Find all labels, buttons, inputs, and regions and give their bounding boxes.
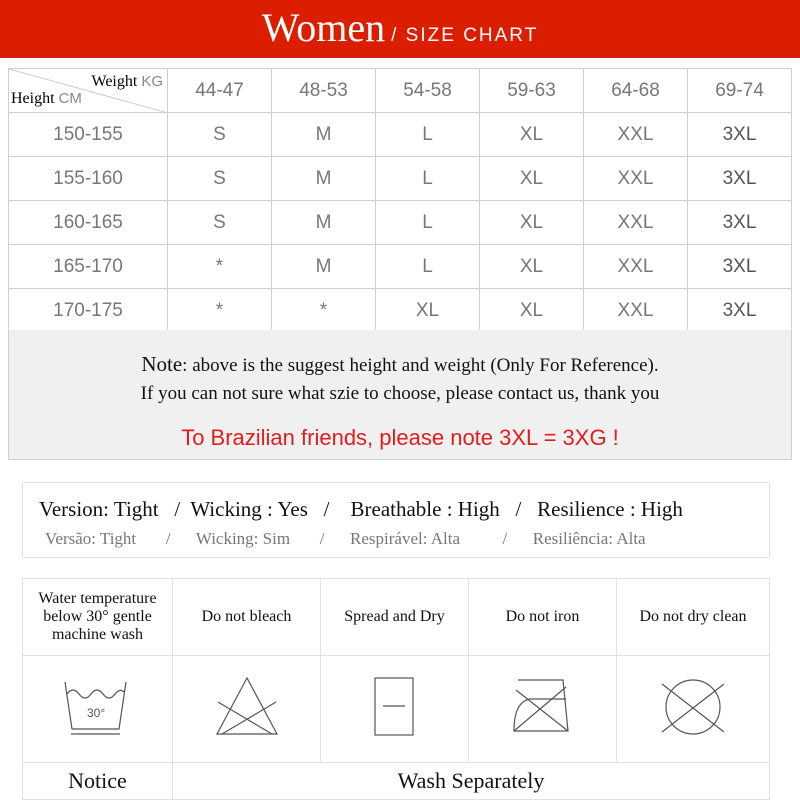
size-cell: M	[271, 244, 376, 289]
flat-dry-icon	[320, 655, 469, 763]
notice-text: Wash Separately	[172, 762, 770, 800]
size-cell: M	[271, 156, 376, 201]
size-cell: XXL	[583, 288, 688, 333]
size-cell: XL	[479, 156, 584, 201]
size-cell: L	[375, 200, 480, 245]
size-cell: *	[167, 288, 272, 333]
size-row: 150-155 S M L XL XXL 3XL	[8, 112, 792, 157]
note-line-1: Note: above is the suggest height and we…	[141, 352, 659, 376]
size-cell: 3XL	[687, 288, 792, 333]
care-label: Water temperature below 30° gentle machi…	[22, 578, 173, 656]
care-label: Do not dry clean	[616, 578, 770, 656]
size-cell: S	[167, 200, 272, 245]
size-cell: L	[375, 156, 480, 201]
weight-header: 48-53	[271, 68, 376, 113]
size-row: 165-170 * M L XL XXL 3XL	[8, 244, 792, 289]
care-table: Water temperature below 30° gentle machi…	[22, 578, 770, 800]
features-english: Version: Tight / Wicking : Yes / Breatha…	[39, 497, 683, 521]
size-row: 170-175 * * XL XL XXL 3XL	[8, 288, 792, 333]
care-label: Spread and Dry	[320, 578, 469, 656]
weight-header: 69-74	[687, 68, 792, 113]
size-cell: *	[167, 244, 272, 289]
size-table: Weight KG Height CM 44-47 48-53 54-58 59…	[8, 68, 792, 333]
size-row: 160-165 S M L XL XXL 3XL	[8, 200, 792, 245]
height-cell: 160-165	[8, 200, 168, 245]
size-cell: M	[271, 200, 376, 245]
features-portuguese: Versão: Tight / Wicking: Sim / Respiráve…	[45, 529, 646, 548]
size-cell: XL	[375, 288, 480, 333]
size-cell: XL	[479, 288, 584, 333]
size-cell: 3XL	[687, 200, 792, 245]
size-cell: XXL	[583, 112, 688, 157]
no-dry-clean-icon	[616, 655, 770, 763]
notice-label: Notice	[22, 762, 173, 800]
size-cell: S	[167, 156, 272, 201]
weight-header: 54-58	[375, 68, 480, 113]
size-row: 155-160 S M L XL XXL 3XL	[8, 156, 792, 201]
size-cell: XL	[479, 200, 584, 245]
corner-cell: Weight KG Height CM	[8, 68, 168, 113]
size-cell: XXL	[583, 156, 688, 201]
weight-header: 59-63	[479, 68, 584, 113]
height-cell: 170-175	[8, 288, 168, 333]
size-cell: XXL	[583, 200, 688, 245]
header-row: Weight KG Height CM 44-47 48-53 54-58 59…	[8, 68, 792, 113]
size-cell: *	[271, 288, 376, 333]
size-cell: 3XL	[687, 244, 792, 289]
wash-30-icon: 30°	[22, 655, 173, 763]
weight-header: 44-47	[167, 68, 272, 113]
diagonal-line	[9, 69, 168, 113]
subtitle: / SIZE CHART	[391, 25, 539, 46]
no-bleach-icon	[172, 655, 321, 763]
height-cell: 155-160	[8, 156, 168, 201]
size-cell: L	[375, 244, 480, 289]
weight-header: 64-68	[583, 68, 688, 113]
size-cell: 3XL	[687, 112, 792, 157]
care-label: Do not bleach	[172, 578, 321, 656]
height-cell: 150-155	[8, 112, 168, 157]
size-cell: XL	[479, 244, 584, 289]
size-cell: XXL	[583, 244, 688, 289]
note-panel: Note: above is the suggest height and we…	[8, 330, 792, 460]
height-label: Height CM	[11, 90, 82, 107]
no-iron-icon	[468, 655, 617, 763]
height-cell: 165-170	[8, 244, 168, 289]
weight-label: Weight KG	[91, 73, 164, 90]
size-cell: S	[167, 112, 272, 157]
size-cell: 3XL	[687, 156, 792, 201]
brazil-note: To Brazilian friends, please note 3XL = …	[181, 425, 619, 450]
features-box: Version: Tight / Wicking : Yes / Breatha…	[22, 482, 770, 558]
header-banner: Women / SIZE CHART	[0, 0, 800, 58]
note-line-2: If you can not sure what szie to choose,…	[140, 383, 660, 404]
size-cell: XL	[479, 112, 584, 157]
size-cell: M	[271, 112, 376, 157]
title: Women	[261, 5, 386, 50]
size-cell: L	[375, 112, 480, 157]
svg-text:30°: 30°	[87, 706, 105, 720]
care-label: Do not iron	[468, 578, 617, 656]
